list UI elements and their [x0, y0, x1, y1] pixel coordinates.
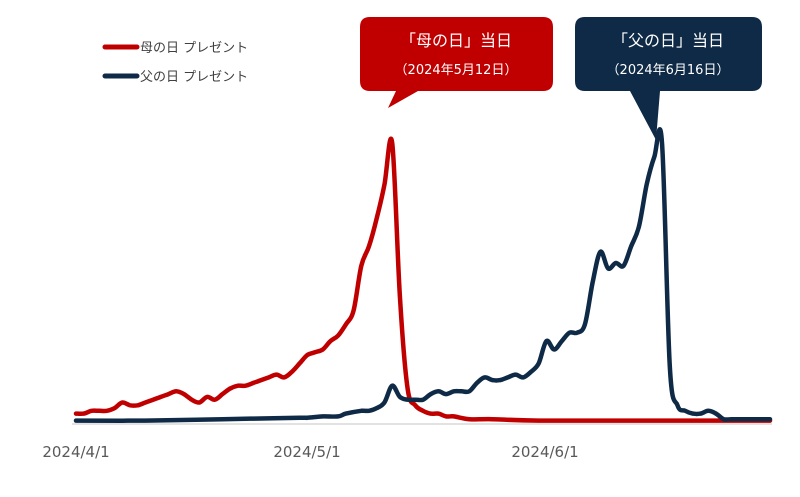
legend-item-mothers-day: 母の日 プレゼント — [102, 41, 248, 56]
x-tick-label: 2024/4/1 — [42, 443, 109, 461]
callout-fathers-day: 「父の日」当日 （2024年6月16日） — [575, 17, 762, 140]
callout-title: 「母の日」当日 — [400, 31, 512, 50]
legend: 母の日 プレゼント 父の日 プレゼント — [102, 41, 248, 85]
x-tick-label: 2024/6/1 — [511, 443, 578, 461]
x-tick-label: 2024/5/1 — [273, 443, 340, 461]
legend-label: 父の日 プレゼント — [140, 70, 248, 85]
series-layer — [73, 127, 773, 423]
series-line-1 — [73, 127, 773, 423]
callout-mothers-day: 「母の日」当日 （2024年5月12日） — [360, 17, 553, 108]
callout-bubble — [575, 17, 762, 140]
legend-item-fathers-day: 父の日 プレゼント — [102, 70, 248, 85]
callout-date: （2024年6月16日） — [607, 63, 730, 78]
callout-bubble — [360, 17, 553, 108]
legend-label: 母の日 プレゼント — [140, 41, 248, 56]
callout-date: （2024年5月12日） — [395, 63, 518, 78]
callout-title: 「父の日」当日 — [612, 31, 724, 50]
x-axis-ticks: 2024/4/1 2024/5/1 2024/6/1 — [42, 443, 578, 461]
series-line-0 — [73, 136, 773, 423]
